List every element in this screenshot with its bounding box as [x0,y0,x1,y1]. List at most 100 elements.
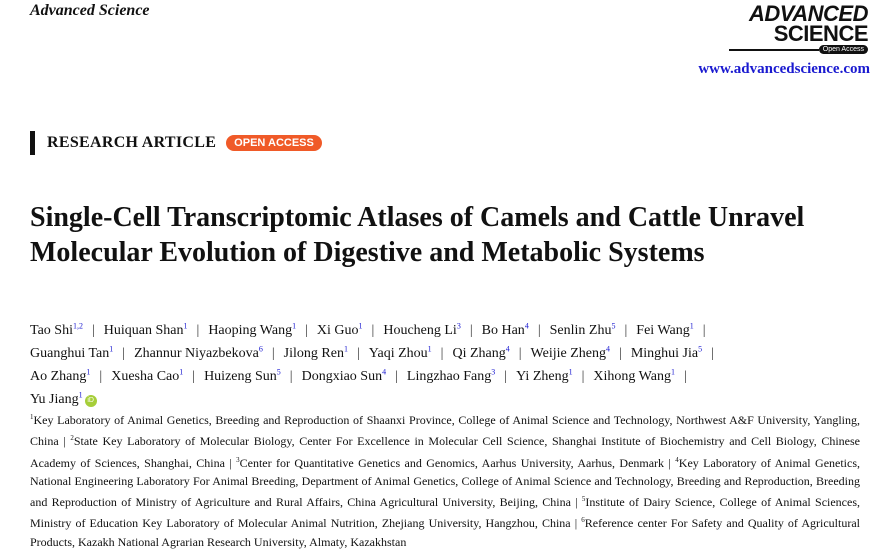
separator: | [581,368,585,384]
separator: | [58,434,71,449]
author-name: Senlin Zhu [549,322,612,338]
author[interactable]: Bo Han4 [481,321,529,338]
separator: | [99,368,103,384]
author-affiliation-ref[interactable]: 4 [505,344,510,354]
author-affiliation-ref[interactable]: 4 [382,367,387,377]
author-name: Guanghui Tan [30,345,110,361]
author[interactable]: Huizeng Sun5 [204,367,281,384]
author-affiliation-ref[interactable]: 1 [358,321,363,330]
author-affiliation-ref[interactable]: 1 [86,367,91,377]
separator: | [192,368,196,384]
author-affiliation-ref[interactable]: 1 [292,321,297,330]
author[interactable]: Ao Zhang1 [30,367,91,384]
author-affiliation-ref[interactable]: 4 [606,344,610,354]
author-name: Bo Han [481,322,525,338]
separator: | [711,345,714,361]
affiliation-text: Institute of Dairy Science, College of A… [30,495,861,531]
author-affiliation-ref[interactable]: 5 [698,344,703,354]
author-affiliation-ref[interactable]: 5 [611,321,616,330]
affiliation: 5Institute of Dairy Science, College of … [30,495,860,530]
separator: | [371,322,375,338]
author-list: Tao Shi1,2 | Huiquan Shan1 | Haoping Wang1 | X… [30,317,870,410]
author-affiliation-ref[interactable]: 1,2 [72,321,83,330]
author[interactable]: Fei Wang1 [636,321,694,338]
logo-open-access: Open Access [818,45,868,54]
separator: | [91,322,95,338]
affiliation-number: 6 [581,516,585,525]
author-name: Xi Guo [316,322,359,338]
author-affiliation-ref[interactable]: 1 [179,367,184,377]
author[interactable]: Xuesha Cao1 [111,367,184,384]
author[interactable]: Xihong Wang1 [593,367,675,384]
orcid-icon[interactable]: iD [84,395,97,408]
author[interactable]: Zhannur Niyazbekova6 [134,344,263,361]
author[interactable]: Haoping Wang1 [208,321,297,338]
author-affiliation-ref[interactable]: 1 [568,367,573,377]
separator: | [271,345,275,361]
author-affiliation-ref[interactable]: 1 [183,321,188,330]
author-name: Lingzhao Fang [406,368,492,384]
author-affiliation-ref[interactable]: 1 [109,344,114,354]
author[interactable]: Houcheng Li3 [383,321,461,338]
author-affiliation-ref[interactable]: 3 [491,367,496,377]
author[interactable]: Guanghui Tan1 [30,344,114,361]
author-affiliation-ref[interactable]: 1 [427,344,432,354]
affiliation-number: 3 [236,455,240,464]
author-name: Dongxiao Sun [301,368,383,384]
author-name: Huizeng Sun [204,368,277,384]
author-name: Xihong Wang [593,368,671,384]
journal-url-link[interactable]: www.advancedscience.com [698,61,870,77]
author-affiliation-ref[interactable]: 4 [524,321,529,330]
article-type: RESEARCH ARTICLE [47,134,217,151]
separator: | [683,368,687,384]
logo-line1: ADVANCED [748,1,869,26]
author-name: Fei Wang [636,322,690,338]
separator: | [702,322,706,338]
author[interactable]: Minghui Jia5 [630,344,703,361]
author[interactable]: Qi Zhang4 [452,344,510,361]
author[interactable]: Dongxiao Sun4 [301,367,387,384]
affiliation-number: 2 [70,434,74,443]
article-title: Single-Cell Transcriptomic Atlases of Ca… [30,202,805,268]
author[interactable]: Yi Zheng1 [516,367,573,384]
author-affiliation-ref[interactable]: 6 [258,344,263,354]
separator: | [504,368,508,384]
separator: | [122,345,126,361]
author-name: Yi Zheng [516,368,569,384]
section-bar [30,131,35,155]
author[interactable]: Lingzhao Fang3 [406,367,496,384]
affiliation: 4Key Laboratory of Animal Genetics, Nati… [30,456,860,510]
author[interactable]: Senlin Zhu5 [549,321,616,338]
author[interactable]: Weijie Zheng4 [530,344,610,361]
separator: | [619,345,622,361]
separator: | [289,368,293,384]
author-affiliation-ref[interactable]: 3 [456,321,461,330]
separator: | [570,495,582,510]
author[interactable]: Huiquan Shan1 [103,321,188,338]
author-affiliation-ref[interactable]: 1 [670,367,675,377]
affiliation: 1Key Laboratory of Animal Genetics, Bree… [30,413,860,448]
author-name: Zhannur Niyazbekova [134,345,259,361]
author-affiliation-ref[interactable]: 1 [78,390,83,400]
author[interactable]: Yaqi Zhou1 [369,344,432,361]
author-name: Weijie Zheng [530,345,606,361]
affiliation: 2State Key Laboratory of Molecular Biolo… [30,434,860,469]
author-affiliation-ref[interactable]: 5 [276,367,281,377]
author[interactable]: Xi Guo1 [316,321,363,338]
separator: | [469,322,473,338]
separator: | [305,322,308,338]
author-affiliation-ref[interactable]: 1 [689,321,694,330]
affiliation-text: State Key Laboratory of Molecular Biolog… [30,434,861,470]
author[interactable]: Yu Jiang1 [30,390,83,407]
affiliation: 3Center for Quantitative Genetics and Ge… [236,456,664,470]
author-name: Tao Shi [30,322,73,338]
separator: | [570,516,582,531]
author-name: Xuesha Cao [111,368,180,384]
author-name: Huiquan Shan [103,322,184,338]
author[interactable]: Tao Shi1,2 [30,321,83,338]
affiliation-number: 5 [581,495,586,504]
author-name: Minghui Jia [630,345,699,361]
author[interactable]: Jilong Ren1 [284,344,348,361]
author-affiliation-ref[interactable]: 1 [343,344,348,354]
separator: | [224,455,237,470]
